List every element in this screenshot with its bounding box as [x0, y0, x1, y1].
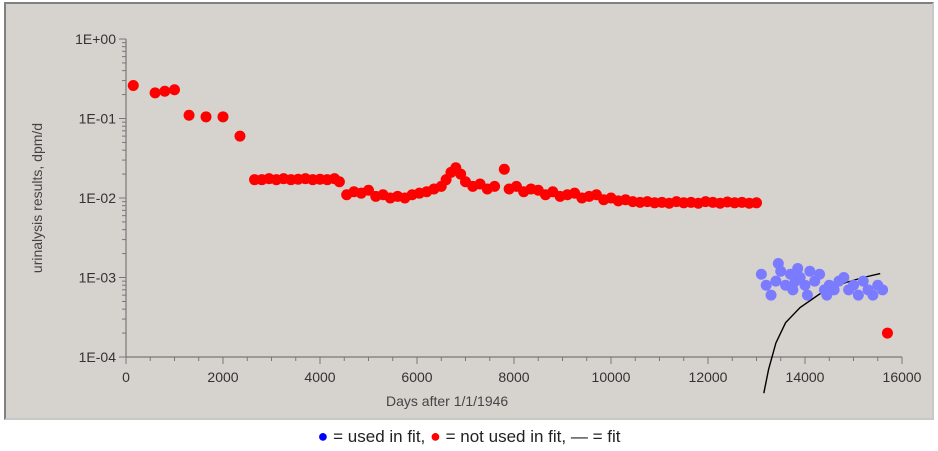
y-tick-label: 1E+00	[75, 31, 116, 47]
point-not-used-in-fit	[159, 85, 171, 97]
point-used-in-fit	[799, 279, 811, 291]
y-tick-label: 1E-01	[79, 111, 117, 127]
fit-curve-group	[763, 272, 881, 394]
point-used-in-fit	[852, 289, 864, 301]
point-used-in-fit	[770, 275, 782, 287]
point-not-used-in-fit	[498, 163, 510, 175]
fit-line	[763, 272, 881, 394]
point-used-in-fit	[801, 289, 813, 301]
y-tick-label: 1E-02	[79, 190, 117, 206]
point-not-used-in-fit	[149, 87, 161, 99]
point-used-in-fit	[760, 279, 772, 291]
point-not-used-in-fit	[169, 84, 180, 96]
point-not-used-in-fit	[881, 327, 893, 339]
x-tick-label: 4000	[304, 369, 335, 385]
point-used-in-fit	[877, 284, 889, 296]
point-used-in-fit	[775, 265, 787, 277]
x-axis-label: Days after 1/1/1946	[386, 393, 508, 409]
data-points	[127, 80, 893, 339]
point-not-used-in-fit	[333, 176, 345, 188]
point-used-in-fit	[792, 262, 804, 274]
y-tick-label: 1E-03	[79, 270, 117, 286]
point-used-in-fit	[755, 268, 767, 280]
y-axis-label: urinalysis results, dpm/d	[29, 123, 45, 273]
x-tick-label: 10000	[592, 369, 631, 385]
y-ticks: 1E+00 1E-01 1E-02 1E-03 1E-04	[75, 31, 126, 365]
point-used-in-fit	[857, 275, 869, 287]
scatter-chart: 1E+00 1E-01 1E-02 1E-03 1E-04 0 2000 4000 6000 8…	[29, 31, 922, 409]
legend-used-label: = used in fit,	[328, 427, 431, 446]
chart-frame: 1E+00 1E-01 1E-02 1E-03 1E-04 0 2000 4000 6000 8…	[4, 2, 934, 420]
point-not-used-in-fit	[217, 111, 229, 123]
point-not-used-in-fit	[127, 80, 139, 92]
x-tick-label: 14000	[786, 369, 825, 385]
point-used-in-fit	[848, 279, 859, 291]
x-tick-label: 12000	[689, 369, 728, 385]
point-used-in-fit	[787, 284, 799, 296]
legend-not-used-marker: ●	[430, 426, 441, 446]
y-tick-label: 1E-04	[79, 349, 117, 365]
point-used-in-fit	[828, 284, 840, 296]
x-tick-label: 0	[122, 369, 130, 385]
point-used-in-fit	[867, 289, 879, 301]
x-ticks: 0 2000 4000 6000 8000 10000 12000 14000 16000	[122, 357, 922, 385]
plot-area	[126, 39, 902, 357]
point-used-in-fit	[765, 289, 777, 301]
x-tick-label: 8000	[498, 369, 529, 385]
point-not-used-in-fit	[234, 130, 246, 142]
legend-fit-label: — = fit	[570, 427, 621, 446]
point-not-used-in-fit	[183, 109, 195, 121]
point-used-in-fit	[838, 272, 850, 283]
x-tick-label: 6000	[401, 369, 432, 385]
point-not-used-in-fit	[751, 197, 762, 209]
legend-used-marker: ●	[317, 426, 329, 446]
point-used-in-fit	[814, 268, 826, 280]
point-used-in-fit	[804, 265, 816, 277]
point-not-used-in-fit	[489, 180, 501, 192]
legend-not-used-label: = not used in fit,	[440, 427, 571, 446]
legend: ● = used in fit, ● = not used in fit, — …	[0, 426, 938, 447]
x-tick-label: 2000	[207, 369, 238, 385]
point-not-used-in-fit	[200, 111, 212, 123]
x-tick-label: 16000	[883, 369, 922, 385]
point-not-used-in-fit	[363, 184, 374, 196]
